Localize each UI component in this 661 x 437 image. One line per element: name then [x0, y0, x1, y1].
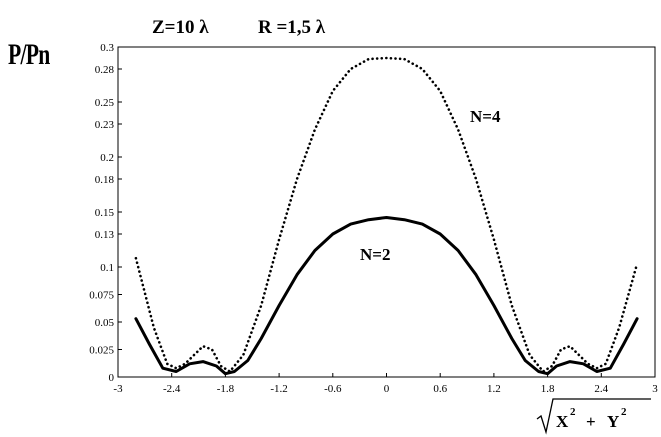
chart-header-r: R =1,5 λ: [258, 17, 326, 38]
series-line-n-4: [134, 56, 639, 373]
y-tick-label: 0.075: [89, 290, 114, 302]
y-axis-label: P/Pn: [8, 38, 50, 71]
series-label-n2: N=2: [360, 245, 391, 264]
x-tick-label: -1.2: [270, 383, 287, 395]
y-tick-label: 0.18: [95, 174, 115, 186]
y-tick-label: 0.1: [100, 262, 114, 274]
y-tick-label: 0.25: [95, 97, 115, 109]
y-tick-label: 0.2: [100, 152, 114, 164]
series-lines: [134, 56, 639, 376]
y-tick-label: 0.15: [95, 207, 115, 219]
x-axis-label: X 2 + Y 2: [536, 398, 651, 435]
x-axis-label-exp1: 2: [570, 406, 576, 418]
series-label-n4: N=4: [470, 107, 501, 126]
y-tick-label: 0.23: [95, 119, 115, 131]
x-tick-label: 3: [652, 383, 658, 395]
x-tick-label: -0.6: [324, 383, 342, 395]
plot-frame: [117, 46, 656, 378]
x-tick-label: -1.8: [217, 383, 235, 395]
x-tick-label: 0: [384, 383, 390, 395]
x-axis-label-x: X: [556, 412, 569, 431]
y-tick-label: 0.13: [95, 229, 115, 241]
x-tick-label: -2.4: [163, 383, 181, 395]
y-tick-label: 0.3: [100, 42, 114, 54]
x-tick-label: 0.6: [433, 383, 447, 395]
x-tick-label: 2.4: [594, 383, 608, 395]
y-tick-label: 0: [109, 372, 115, 384]
y-tick-label: 0.05: [95, 317, 115, 329]
x-tick-label: 1.8: [541, 383, 555, 395]
tick-labels: -3 -2.4 -1.8 -1.2 -0.6 0 0.6 1.2 1.8 2.4 3 0 0.025 0.…: [89, 42, 658, 395]
series-line-n-2: [134, 216, 639, 376]
x-axis-label-plus: +: [586, 412, 596, 431]
y-tick-label: 0.28: [95, 64, 115, 76]
chart-header-z: Z=10 λ: [152, 17, 209, 38]
x-axis-label-exp2: 2: [621, 406, 627, 418]
x-axis-label-y: Y: [607, 412, 619, 431]
x-tick-label: 1.2: [487, 383, 501, 395]
y-tick-label: 0.025: [89, 345, 114, 357]
x-tick-label: -3: [113, 383, 123, 395]
